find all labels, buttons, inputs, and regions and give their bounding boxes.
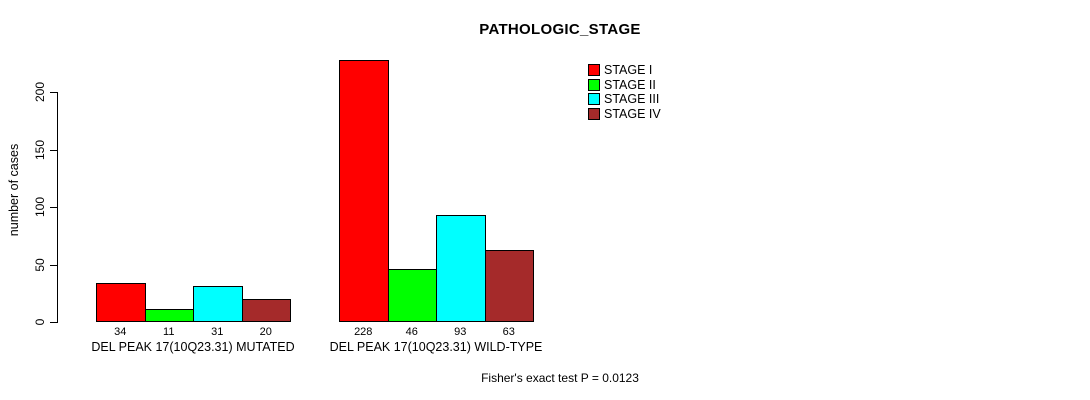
bar-value-label: 20 <box>259 326 272 338</box>
y-tick-label: 0 <box>33 318 47 326</box>
bar-stage-iii <box>193 286 243 322</box>
bar-stage-iv <box>484 249 534 322</box>
legend-swatch-stage-iv <box>588 107 600 120</box>
bar-stage-iv <box>241 299 291 322</box>
chart-title: PATHOLOGIC_STAGE <box>479 21 641 38</box>
bar-stage-i <box>96 282 146 322</box>
legend-item-stage-iv: STAGE IV <box>588 107 661 122</box>
bar-value-label: 11 <box>163 326 175 338</box>
y-axis-line <box>57 92 59 323</box>
x-category-label: DEL PEAK 17(10Q23.31) WILD-TYPE <box>329 340 543 354</box>
y-axis-tick <box>50 149 57 151</box>
bar-value-label: 34 <box>114 326 127 338</box>
legend-swatch-stage-ii <box>588 78 600 91</box>
x-category-label: DEL PEAK 17(10Q23.31) MUTATED <box>91 340 295 354</box>
y-axis-tick <box>50 322 57 324</box>
y-axis-tick <box>50 92 57 94</box>
bar-value-label: 228 <box>354 326 373 338</box>
bar-stage-iii <box>436 215 486 322</box>
y-tick-label: 100 <box>33 196 47 218</box>
legend-label: STAGE III <box>604 92 660 107</box>
legend-label: STAGE I <box>604 63 653 78</box>
bar-value-label: 31 <box>211 326 224 338</box>
legend-label: STAGE II <box>604 77 656 92</box>
bar-value-label: 46 <box>405 326 418 338</box>
stat-annotation: Fisher's exact test P = 0.0123 <box>481 371 639 385</box>
legend-label: STAGE IV <box>604 106 661 121</box>
legend: STAGE I STAGE II STAGE III STAGE IV <box>588 63 661 121</box>
legend-item-stage-i: STAGE I <box>588 63 661 78</box>
y-axis-tick <box>50 264 57 266</box>
legend-swatch-stage-iii <box>588 93 600 106</box>
bar-stage-ii <box>144 309 194 322</box>
y-tick-label: 200 <box>33 81 47 103</box>
bar-value-label: 93 <box>454 326 467 338</box>
legend-item-stage-ii: STAGE II <box>588 78 661 93</box>
y-tick-label: 50 <box>33 257 47 272</box>
y-axis-label: number of cases <box>7 143 21 237</box>
bar-stage-ii <box>387 269 437 322</box>
bar-stage-i <box>339 59 389 322</box>
bar-value-label: 63 <box>502 326 515 338</box>
y-axis-tick <box>50 207 57 209</box>
legend-item-stage-iii: STAGE III <box>588 92 661 107</box>
y-tick-label: 150 <box>33 139 47 160</box>
legend-swatch-stage-i <box>588 64 600 77</box>
